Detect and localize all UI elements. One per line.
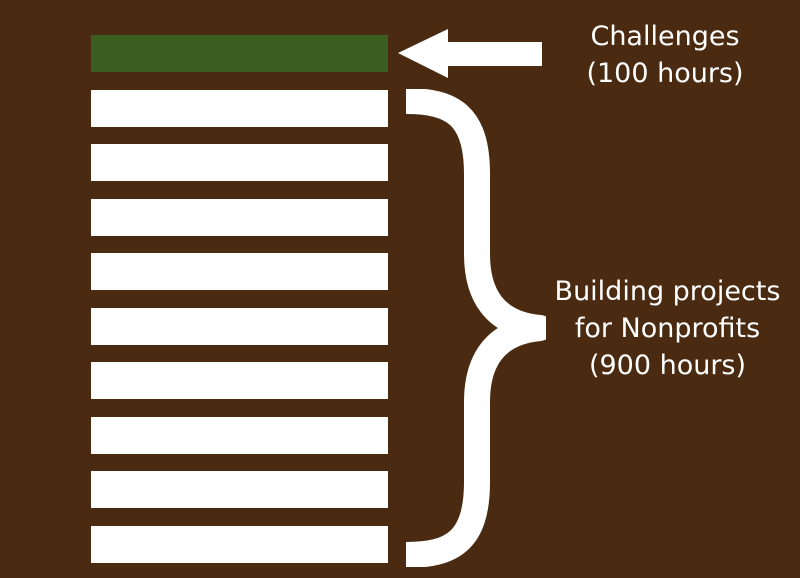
hours-block-stack — [91, 35, 388, 563]
challenges-label: Challenges (100 hours) — [560, 18, 770, 92]
project-block — [91, 471, 388, 508]
curly-brace-icon — [405, 89, 546, 567]
projects-title-line2: for Nonprofits — [574, 313, 761, 344]
project-block — [91, 144, 388, 181]
challenges-title: Challenges — [590, 21, 740, 52]
project-block — [91, 253, 388, 290]
projects-title-line1: Building projects — [554, 276, 781, 307]
project-block — [91, 525, 388, 563]
projects-hours: (900 hours) — [588, 350, 747, 381]
projects-label: Building projects for Nonprofits (900 ho… — [545, 273, 790, 384]
project-block — [91, 416, 388, 454]
project-block — [91, 198, 388, 236]
project-block — [91, 89, 388, 127]
project-block — [91, 362, 388, 399]
challenges-hours: (100 hours) — [586, 58, 744, 89]
project-block — [91, 307, 388, 345]
left-arrow-icon — [398, 29, 542, 78]
challenges-block — [91, 35, 388, 72]
